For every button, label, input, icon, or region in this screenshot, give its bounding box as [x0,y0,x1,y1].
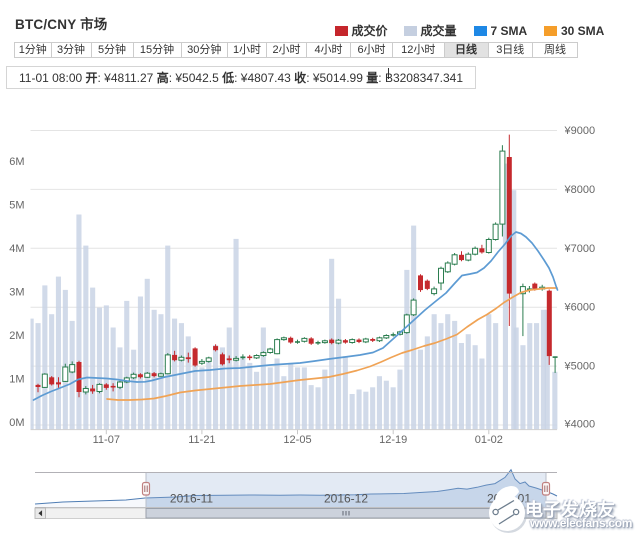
svg-text:11-07: 11-07 [93,434,120,446]
svg-text:¥8000: ¥8000 [564,184,596,196]
svg-text:12-05: 12-05 [283,434,311,446]
svg-text:¥9000: ¥9000 [564,125,596,137]
svg-text:2016-12: 2016-12 [324,492,368,506]
svg-text:5M: 5M [9,200,24,212]
svg-text:0M: 0M [9,417,24,429]
svg-text:2M: 2M [9,330,24,342]
svg-text:¥6000: ¥6000 [564,302,596,314]
svg-text:12-19: 12-19 [379,434,407,446]
svg-text:¥4000: ¥4000 [564,418,596,430]
svg-text:01-02: 01-02 [475,434,503,446]
svg-text:6M: 6M [9,156,24,168]
svg-text:1M: 1M [9,374,24,386]
svg-text:3M: 3M [9,287,24,299]
svg-text:¥5000: ¥5000 [564,361,596,373]
svg-text:¥7000: ¥7000 [564,243,596,255]
svg-text:11-21: 11-21 [188,434,215,446]
svg-text:4M: 4M [9,243,24,255]
svg-text:2016-11: 2016-11 [170,492,213,506]
